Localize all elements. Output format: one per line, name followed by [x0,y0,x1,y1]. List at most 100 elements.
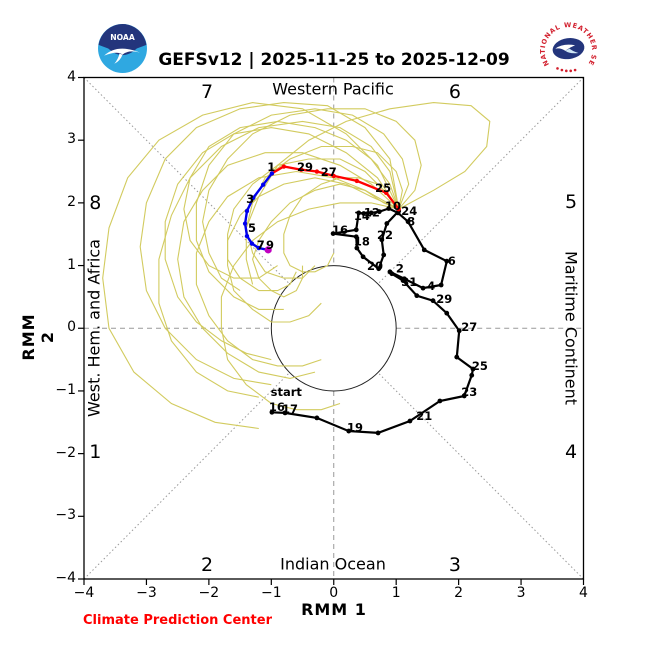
observed-day-dot [444,258,450,264]
track-date-label: 3 [246,192,254,206]
track-date-label: 16 [269,400,285,414]
x-tick-label-−2: −2 [198,585,220,601]
observed-day-dot [375,430,381,436]
observed-day-dot [361,211,367,216]
track-date-label: 27 [321,165,337,179]
observed-day-dot [461,393,467,399]
phase-label-3: 3 [448,554,461,577]
ensemble-member-line [245,102,491,285]
phase-label-2: 2 [200,554,214,577]
y-tick-label-3: 3 [67,131,76,148]
ensemble-member-line [183,120,400,279]
region-label-west-hem-africa: West. Hem. and Africa [84,239,104,417]
track-date-label: 29 [297,160,313,174]
phase-label-4: 4 [564,440,578,463]
ensemble-member-line [283,177,400,273]
noaa-logo-text: NOAA [110,33,135,42]
credit-text: Climate Prediction Center [83,613,272,628]
track-date-label: 24 [401,204,417,218]
ensemble-members [102,102,491,430]
y-tick-label-2: 2 [67,193,76,210]
x-tick-label-4: 4 [579,585,588,601]
ensemble-member-line [227,177,399,323]
observed-day-dot [360,254,366,260]
x-tick-label-1: 1 [391,585,401,601]
phase-label-5: 5 [564,191,578,214]
observed-day-dot [454,354,460,360]
ensemble-member-line [252,183,399,298]
page-title: GEFSv12 | 2025-11-25 to 2025-12-09 [158,50,510,70]
forecast-week1-dot [299,167,304,172]
observed-day-dot [421,247,427,253]
forecast-week1-dot [314,169,320,174]
y-tick-label-1: 1 [67,256,76,273]
observed-day-dot [438,282,444,288]
observed-track-dots [269,206,476,436]
observed-day-dot [269,409,275,415]
region-label-maritime-continent: Maritime Continent [561,250,581,406]
y-tick-label-−3: −3 [55,507,76,524]
ensemble-member-line [177,152,400,379]
x-tick-label-−3: −3 [136,585,157,601]
observed-day-dot [379,237,385,243]
ensemble-member-line [195,108,410,310]
forecast-week1-dot [396,206,401,212]
unit-circle [270,265,397,392]
track-date-label: 22 [377,228,393,242]
phase-diagonal-line [83,77,290,285]
forecast-week1-dot [383,190,389,196]
phase-diagonals [83,77,584,580]
track-date-label: 17 [282,402,298,416]
observed-day-dot [444,310,450,316]
forecast-week2-dot [251,195,256,201]
observed-day-dot [368,210,374,216]
observed-day-dot [330,231,336,236]
ensemble-member-line [202,108,422,292]
x-tick-label-2: 2 [454,585,464,601]
track-date-label: 12 [364,205,380,219]
phase-diagonal-line [83,372,290,580]
track-date-label: 7 [257,238,265,252]
observed-day-dot [376,266,382,272]
track-date-label: 4 [427,279,435,293]
observed-day-dot [420,285,426,291]
track-date-label: 10 [385,199,401,213]
forecast-week2-dot [256,245,262,251]
observed-day-dot [386,206,392,211]
region-label-indian-ocean: Indian Ocean [280,554,386,574]
forecast-week2-dot [244,233,250,239]
observed-day-dot [405,219,411,225]
observed-day-dot [376,209,382,215]
track-date-label: 8 [407,215,415,229]
track-date-label: 18 [354,235,370,249]
observed-day-dot [384,221,390,226]
phase-diagonal-line [377,77,584,285]
observed-day-dot [456,328,462,334]
phase-label-6: 6 [448,80,461,103]
observed-day-dot [356,210,362,216]
forecast-week1-dot [331,173,336,179]
track-date-label: 25 [375,181,391,195]
y-tick-label-4: 4 [67,68,76,85]
observed-day-dot [430,298,436,304]
ensemble-member-line [139,102,400,386]
forecast-week2-labels: 3 57 9 [246,192,274,252]
track-date-label: 29 [436,292,452,306]
observed-track-labels: start16171921232527293124681012141618202… [269,199,488,434]
forecast-end-marker [264,246,272,254]
observed-day-dot [387,269,393,275]
phase-label-7: 7 [200,80,214,103]
phase-label-8: 8 [89,191,102,214]
track-date-label: 19 [347,420,363,434]
y-axis-label: RMM 2 [19,313,57,361]
x-tick-label-−1: −1 [260,585,282,601]
track-date-label: 21 [416,409,432,423]
observed-day-dot [470,366,476,372]
track-date-label: 27 [461,320,477,334]
track-date-label: 25 [472,359,488,373]
observed-day-dot [314,415,320,421]
track-date-label: 2 [396,262,404,276]
observed-day-dot [354,245,360,251]
